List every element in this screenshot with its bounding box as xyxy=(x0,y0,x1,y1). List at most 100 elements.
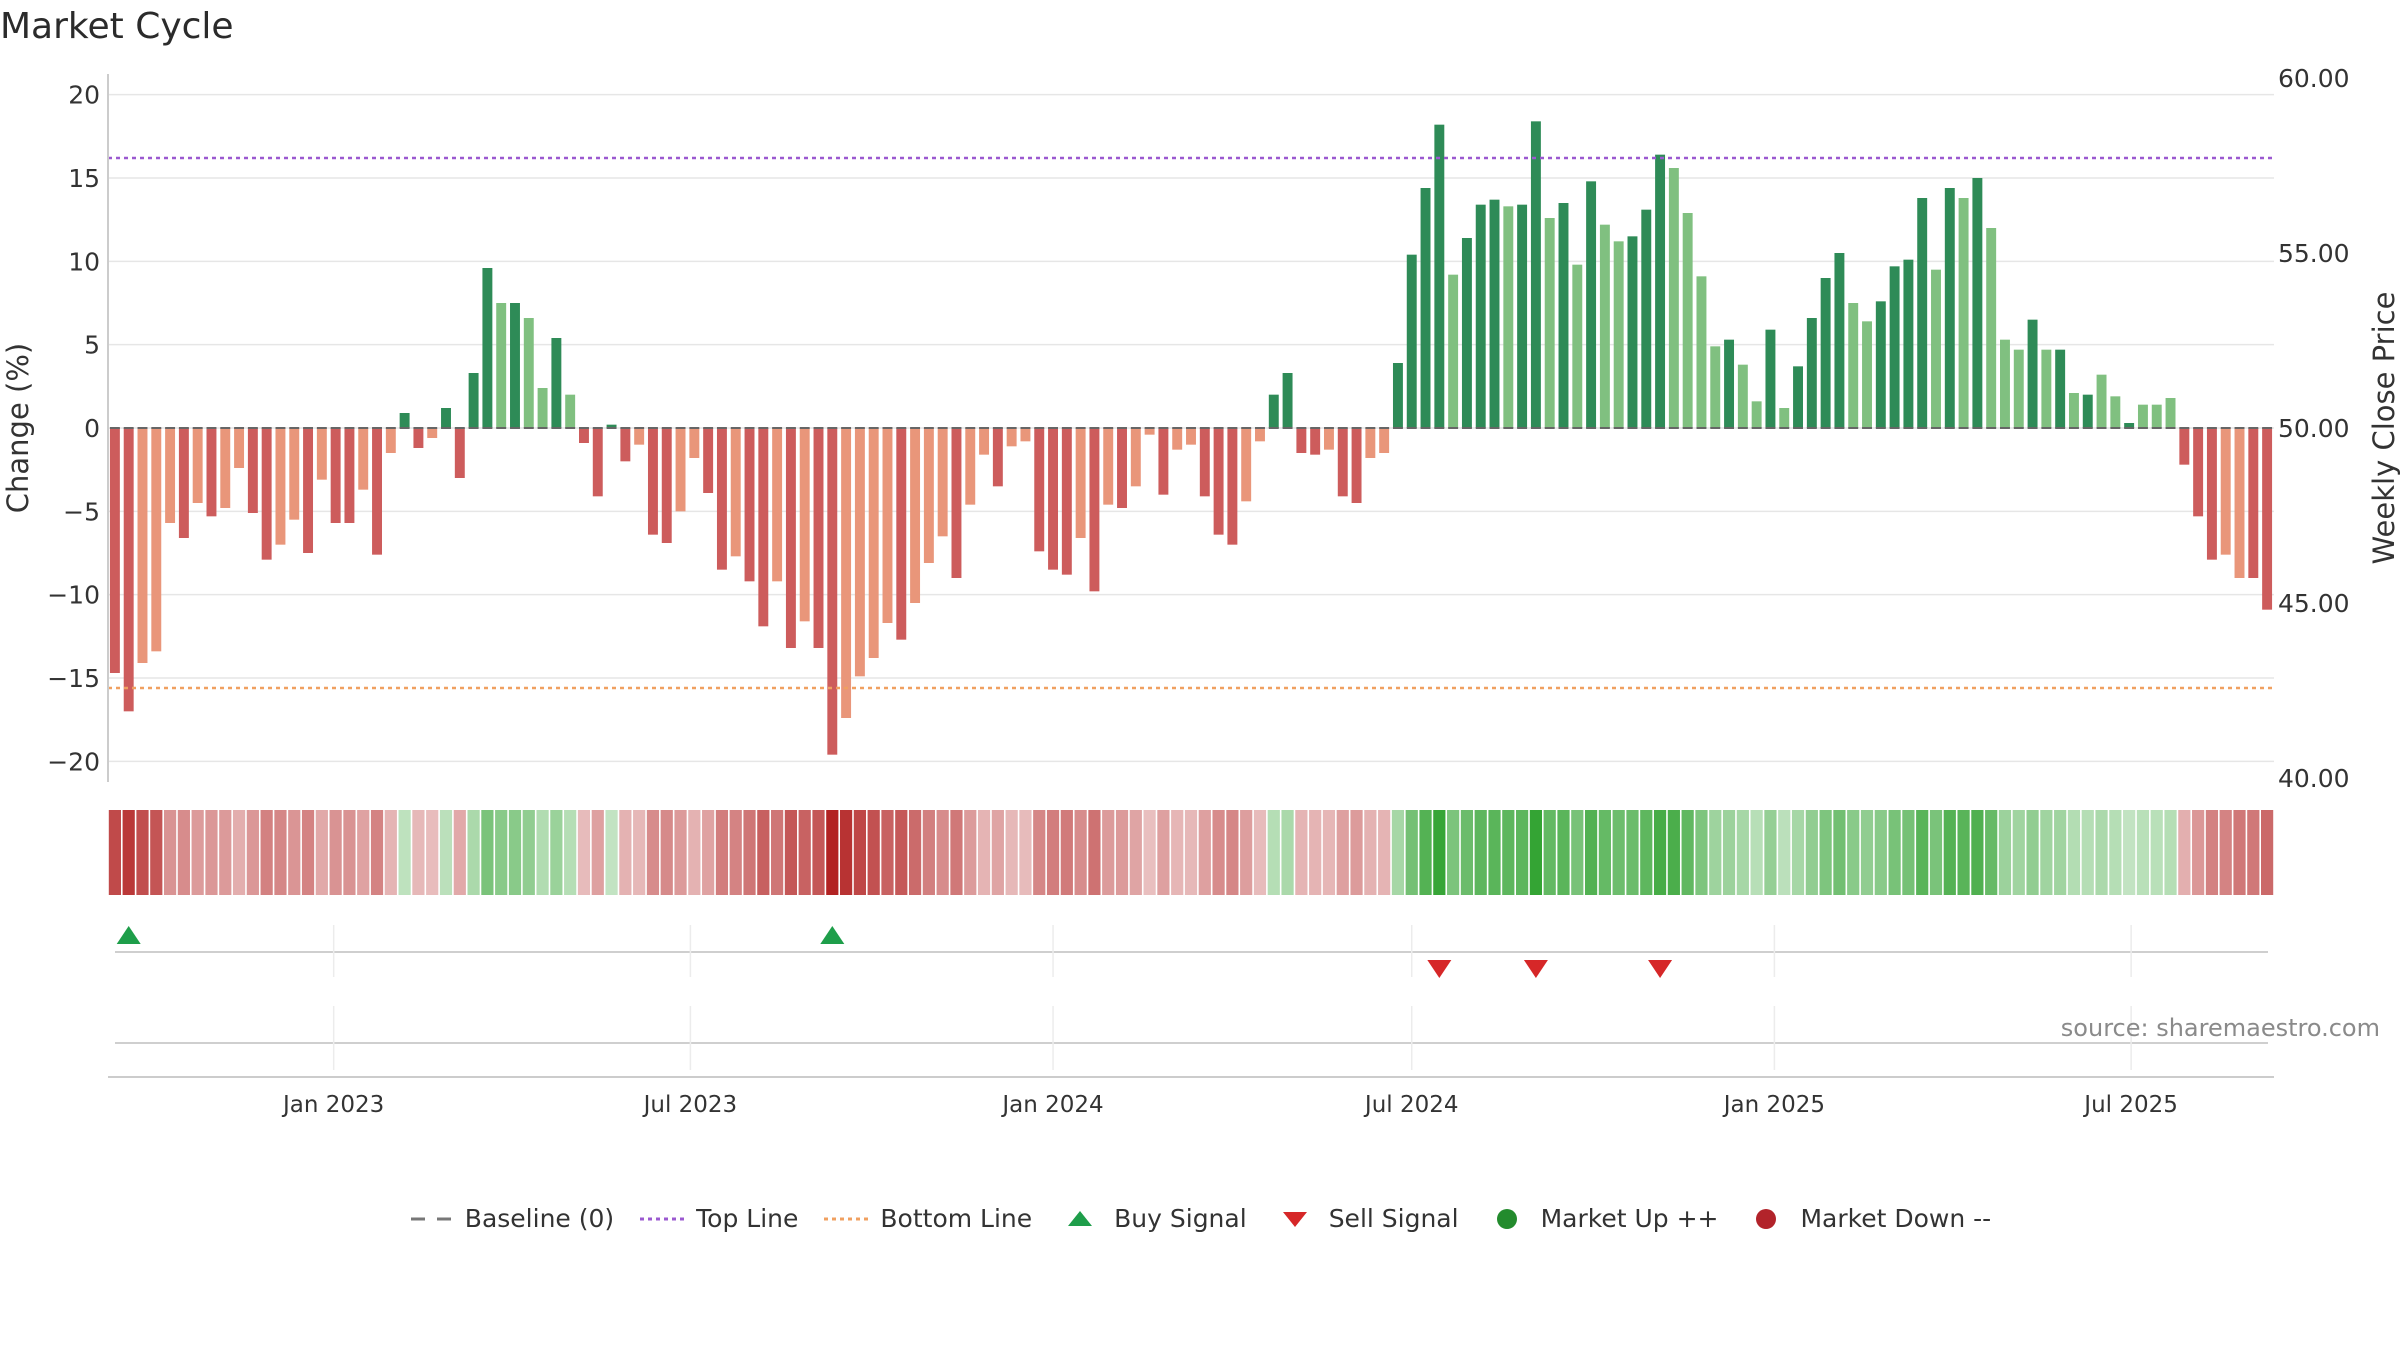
change-bar xyxy=(896,428,907,640)
heat-cell xyxy=(550,810,563,895)
change-bar xyxy=(1793,366,1803,428)
change-bar xyxy=(868,428,879,658)
change-bar xyxy=(647,428,658,535)
heat-cell xyxy=(357,810,370,895)
heat-cell xyxy=(1557,810,1570,895)
y-tick-label: 10 xyxy=(68,247,100,276)
change-bar xyxy=(2027,319,2038,428)
change-bar xyxy=(689,428,700,458)
change-bar xyxy=(1392,363,1403,428)
heat-cell xyxy=(1447,810,1460,895)
change-bar xyxy=(2193,428,2204,517)
heat-cell xyxy=(301,810,315,895)
change-bar xyxy=(854,428,865,677)
change-bar xyxy=(1434,124,1445,429)
heat-cell xyxy=(853,810,866,895)
dot-line-legend-icon xyxy=(824,1217,869,1220)
change-bar xyxy=(2124,423,2135,428)
change-bar xyxy=(1530,121,1541,428)
change-bar xyxy=(1158,428,1169,495)
change-bar xyxy=(1061,428,1072,575)
change-bar xyxy=(344,428,355,523)
heat-cell xyxy=(674,810,687,895)
heat-cell xyxy=(922,810,935,895)
change-bar xyxy=(1613,241,1624,428)
change-bar xyxy=(413,428,424,448)
heat-cell xyxy=(274,810,287,895)
change-bar xyxy=(758,428,769,627)
change-bar xyxy=(1917,198,1928,428)
heat-cell xyxy=(2012,810,2025,895)
change-bar xyxy=(841,428,852,718)
change-bar xyxy=(1089,428,1100,592)
heat-cell xyxy=(688,810,701,895)
change-bar xyxy=(1144,428,1155,435)
change-bar xyxy=(1972,178,1983,428)
change-bar xyxy=(1199,428,1210,497)
heat-cell xyxy=(1309,810,1322,895)
y2-axis-label: Weekly Close Price xyxy=(2367,292,2400,565)
change-bar xyxy=(1627,236,1638,428)
heat-cell xyxy=(1102,810,1115,895)
change-bar xyxy=(620,428,631,462)
y2-tick-label: 45.00 xyxy=(2278,589,2350,618)
change-bar xyxy=(192,428,203,503)
sell-signal-marker xyxy=(1523,960,1548,978)
change-bars xyxy=(109,121,2273,755)
heat-cell xyxy=(384,810,397,895)
heat-cell xyxy=(702,810,715,895)
heat-cell xyxy=(136,810,149,895)
heat-cell xyxy=(908,810,922,895)
heat-cell xyxy=(1060,810,1073,895)
heat-cell xyxy=(1281,810,1294,895)
change-bar xyxy=(661,428,672,543)
heat-cell xyxy=(191,810,204,895)
heat-cell xyxy=(1391,810,1405,895)
change-bar xyxy=(910,428,921,603)
heat-cell xyxy=(467,810,480,895)
heat-cell xyxy=(784,810,798,895)
change-bar xyxy=(1448,274,1459,428)
x-tick-label: Jul 2025 xyxy=(2082,1092,2178,1118)
change-bar xyxy=(1020,428,1031,442)
change-bar xyxy=(1903,259,1914,428)
heat-cell xyxy=(1295,810,1308,895)
change-bar xyxy=(1544,218,1555,428)
y-tick-label: 0 xyxy=(84,414,100,443)
heat-cell xyxy=(1750,810,1763,895)
heat-cell xyxy=(108,810,121,895)
heat-cell xyxy=(1115,810,1129,895)
heat-cell xyxy=(398,810,411,895)
heat-cell xyxy=(1571,810,1584,895)
change-bar xyxy=(827,428,838,755)
heat-cell xyxy=(1240,810,1253,895)
legend-item: Top Line xyxy=(640,1204,798,1233)
heat-cell xyxy=(2205,810,2219,895)
heat-cell xyxy=(2164,810,2177,895)
heat-cell xyxy=(1129,810,1142,895)
heat-cell xyxy=(1916,810,1929,895)
legend-item: Bottom Line xyxy=(824,1204,1032,1233)
change-bar xyxy=(1944,188,1955,428)
heat-cell xyxy=(1488,810,1501,895)
heat-cell xyxy=(2040,810,2053,895)
change-bar xyxy=(1765,329,1776,428)
heat-cell xyxy=(439,810,453,895)
change-bar xyxy=(1351,428,1362,503)
change-bar xyxy=(1889,266,1900,428)
y-tick-label: −20 xyxy=(47,747,100,776)
heat-cell xyxy=(1088,810,1101,895)
heat-cell xyxy=(2150,810,2163,895)
change-bar xyxy=(137,428,148,663)
sell-signal-marker xyxy=(1427,960,1452,978)
heat-cell xyxy=(1584,810,1598,895)
change-bar xyxy=(510,303,520,428)
change-bar xyxy=(275,428,286,545)
change-bar xyxy=(1696,276,1707,428)
heat-cell xyxy=(2109,810,2122,895)
change-bar xyxy=(1862,321,1872,428)
change-bar xyxy=(675,428,686,512)
change-bar xyxy=(1986,228,1997,428)
change-bar xyxy=(2013,349,2024,428)
change-bar xyxy=(2000,339,2010,428)
